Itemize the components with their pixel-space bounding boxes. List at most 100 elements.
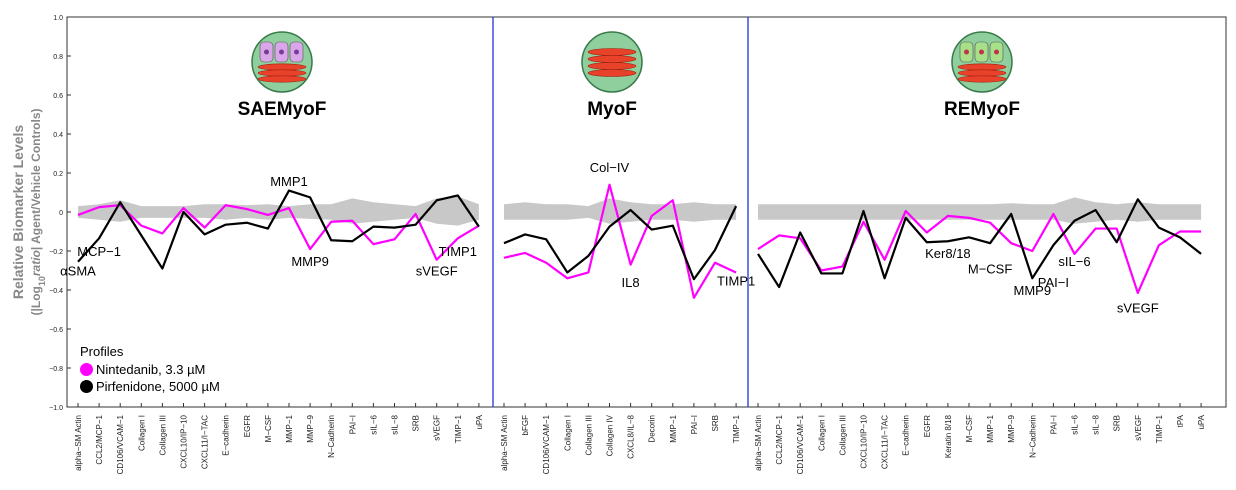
annotation-label: MMP9 (1014, 283, 1052, 298)
legend-marker-nintedanib (80, 363, 93, 376)
panel-title: REMyoF (944, 99, 1020, 120)
y-tick-label: 0.6 (53, 93, 63, 100)
x-tick-label: CCL2/MCP−1 (95, 414, 104, 464)
x-tick-label: Collagen I (817, 415, 826, 451)
x-tick-label: Collagen IV (606, 414, 615, 456)
x-tick-label: CXCL8/IL−8 (627, 414, 636, 458)
x-tick-label: TIMP−1 (732, 414, 741, 443)
x-tick-label: Keratin 8/18 (944, 414, 953, 458)
y-tick-label: 0.2 (53, 171, 63, 178)
y-tick-label: −0.6 (49, 327, 63, 334)
x-tick-label: PAI−I (1049, 415, 1058, 434)
annotation-label: MMP9 (291, 254, 329, 269)
x-tick-label: CXCL11/I−TAC (201, 415, 210, 469)
cell-nucleus-icon (964, 49, 969, 55)
annotation-label: M−CSF (968, 262, 1012, 277)
cell-nucleus-icon (294, 49, 299, 55)
annotation-label: MCP−1 (77, 244, 121, 259)
annotation-label: MMP1 (270, 174, 308, 189)
x-tick-label: MMP−1 (285, 414, 294, 442)
legend-title: Profiles (80, 344, 124, 359)
x-tick-label: uPA (475, 414, 484, 429)
x-tick-label: Collagen III (838, 415, 847, 455)
x-tick-label: MMP−1 (669, 414, 678, 442)
myofibroblast-fiber-icon (257, 75, 307, 83)
myofibroblast-fiber-icon (587, 62, 637, 70)
x-tick-label: alpha−SM Actin (500, 415, 509, 471)
myofibroblast-fiber-icon (957, 63, 1007, 71)
x-tick-label: PAI−I (348, 415, 357, 434)
x-tick-label: CXCL10/IP−10 (860, 414, 869, 468)
legend: Profiles Nintedanib, 3.3 µM Pirfenidone,… (80, 344, 220, 395)
x-tick-label: sIL−8 (1092, 414, 1101, 434)
x-tick-label: alpha−SM Actin (74, 415, 83, 471)
x-tick-label: TIMP−1 (1155, 414, 1164, 443)
legend-label-nintedanib: Nintedanib, 3.3 µM (96, 362, 206, 377)
x-tick-label: CD106/VCAM−1 (116, 414, 125, 474)
y-tick-label: 0.4 (53, 132, 63, 139)
y-tick-label: 1.0 (53, 15, 63, 22)
vehicle-control-band (758, 197, 1202, 224)
x-tick-label: sVEGF (433, 415, 442, 441)
x-tick-label: MMP−9 (1007, 414, 1016, 442)
y-tick-label: −0.8 (49, 366, 63, 373)
x-tick-label: Collagen III (158, 415, 167, 455)
myofibroblast-fiber-icon (587, 69, 637, 77)
annotation-label: Ker8/18 (925, 246, 971, 261)
series-line-pirfenidone (503, 205, 738, 281)
y-tick-label: −1.0 (49, 405, 63, 412)
cell-nucleus-icon (994, 49, 999, 55)
legend-label-pirfenidone: Pirfenidone, 5000 µM (96, 379, 220, 394)
y-axis-subtitle: (|Log10ratio| Agent/Vehicle Controls) (29, 109, 47, 316)
x-tick-label: E−cadherin (902, 415, 911, 456)
annotation-label: αSMA (60, 264, 96, 279)
x-tick-label: PAI−I (690, 415, 699, 434)
x-tick-label: CD106/VCAM−1 (542, 414, 551, 474)
x-tick-label: M−CSF (965, 415, 974, 442)
x-tick-label: Collagen III (584, 415, 593, 455)
x-tick-label: uPA (1197, 414, 1206, 429)
series-line-pirfenidone (757, 198, 1202, 289)
x-tick-label: Collagen I (563, 415, 572, 451)
myofibroblast-fiber-icon (957, 69, 1007, 77)
y-tick-label: 0 (59, 210, 63, 217)
x-tick-label: SRB (412, 415, 421, 431)
x-tick-label: MMP−9 (306, 414, 315, 442)
annotation-label: sIL−6 (1058, 254, 1090, 269)
x-tick-label: sIL−6 (369, 414, 378, 434)
x-tick-label: Collagen I (137, 415, 146, 451)
panel-title: MyoF (587, 99, 637, 120)
myofibroblast-fiber-icon (587, 55, 637, 63)
x-tick-label: CXCL10/IP−10 (180, 414, 189, 468)
x-tick-label: sIL−6 (1071, 414, 1080, 434)
cell-nucleus-icon (279, 49, 284, 55)
x-tick-label: sIL−8 (391, 414, 400, 434)
myofibroblast-fiber-icon (587, 48, 637, 56)
y-axis-title: Relative Biomarker Levels (10, 125, 26, 300)
series-line-pirfenidone (77, 189, 480, 270)
y-tick-label: 0.8 (53, 54, 63, 61)
annotation-label: Col−IV (590, 160, 630, 175)
myofibroblast-fiber-icon (957, 75, 1007, 83)
y-tick-label: −0.4 (49, 288, 63, 295)
x-tick-label: N−Cadherin (1028, 415, 1037, 458)
legend-item-nintedanib: Nintedanib, 3.3 µM (80, 361, 220, 378)
y-tick-label: −0.2 (49, 249, 63, 256)
x-tick-label: sVEGF (1134, 415, 1143, 441)
annotation-label: TIMP1 (439, 244, 477, 259)
x-tick-label: bFGF (521, 415, 530, 436)
x-tick-label: alpha−SM Actin (754, 415, 763, 471)
cell-nucleus-icon (979, 49, 984, 55)
vehicle-control-band (504, 198, 737, 224)
x-tick-label: SRB (1113, 415, 1122, 431)
series-line-nintedanib (503, 183, 737, 299)
myofibroblast-fiber-icon (257, 69, 307, 77)
x-tick-label: Decorin (648, 415, 657, 443)
legend-item-pirfenidone: Pirfenidone, 5000 µM (80, 378, 220, 395)
x-tick-label: SRB (711, 415, 720, 431)
x-tick-label: CCL2/MCP−1 (775, 414, 784, 464)
x-tick-label: tPA (1176, 414, 1185, 427)
cell-nucleus-icon (264, 49, 269, 55)
x-tick-label: MMP−1 (986, 414, 995, 442)
